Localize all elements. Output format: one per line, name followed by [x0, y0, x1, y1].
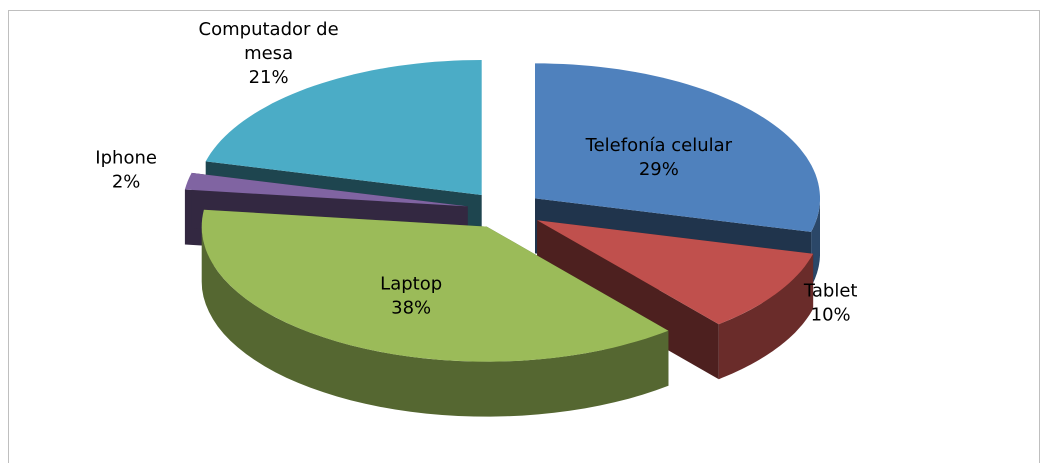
category-label: Iphone — [95, 148, 157, 169]
slice — [201, 209, 669, 362]
slice-side — [811, 198, 820, 287]
category-label-cont: mesa — [244, 43, 293, 64]
data-label: Telefonía celular 29% — [585, 135, 733, 180]
data-label: Tablet 10% — [803, 280, 858, 325]
slice — [184, 172, 468, 207]
slice — [201, 209, 669, 417]
slice — [205, 60, 482, 195]
value-label: 2% — [112, 172, 141, 193]
category-label: Laptop — [380, 274, 442, 295]
slice — [537, 220, 814, 380]
value-label: 21% — [249, 67, 289, 88]
category-label: Tablet — [803, 280, 858, 301]
value-label: 29% — [639, 159, 679, 180]
slice-side — [718, 253, 814, 380]
category-label: Telefonía celular — [585, 135, 733, 156]
data-label: Laptop 38% — [380, 274, 442, 319]
slice — [537, 220, 814, 325]
data-label: Iphone 2% — [95, 148, 157, 193]
value-label: 38% — [391, 298, 431, 319]
data-label: Computador de mesa 21% — [199, 19, 339, 88]
slice-side — [201, 226, 669, 417]
slice — [535, 63, 820, 232]
category-label: Computador de — [199, 19, 339, 40]
chart-border — [8, 10, 1040, 467]
value-label: 10% — [811, 304, 851, 325]
slice-side — [537, 220, 719, 380]
